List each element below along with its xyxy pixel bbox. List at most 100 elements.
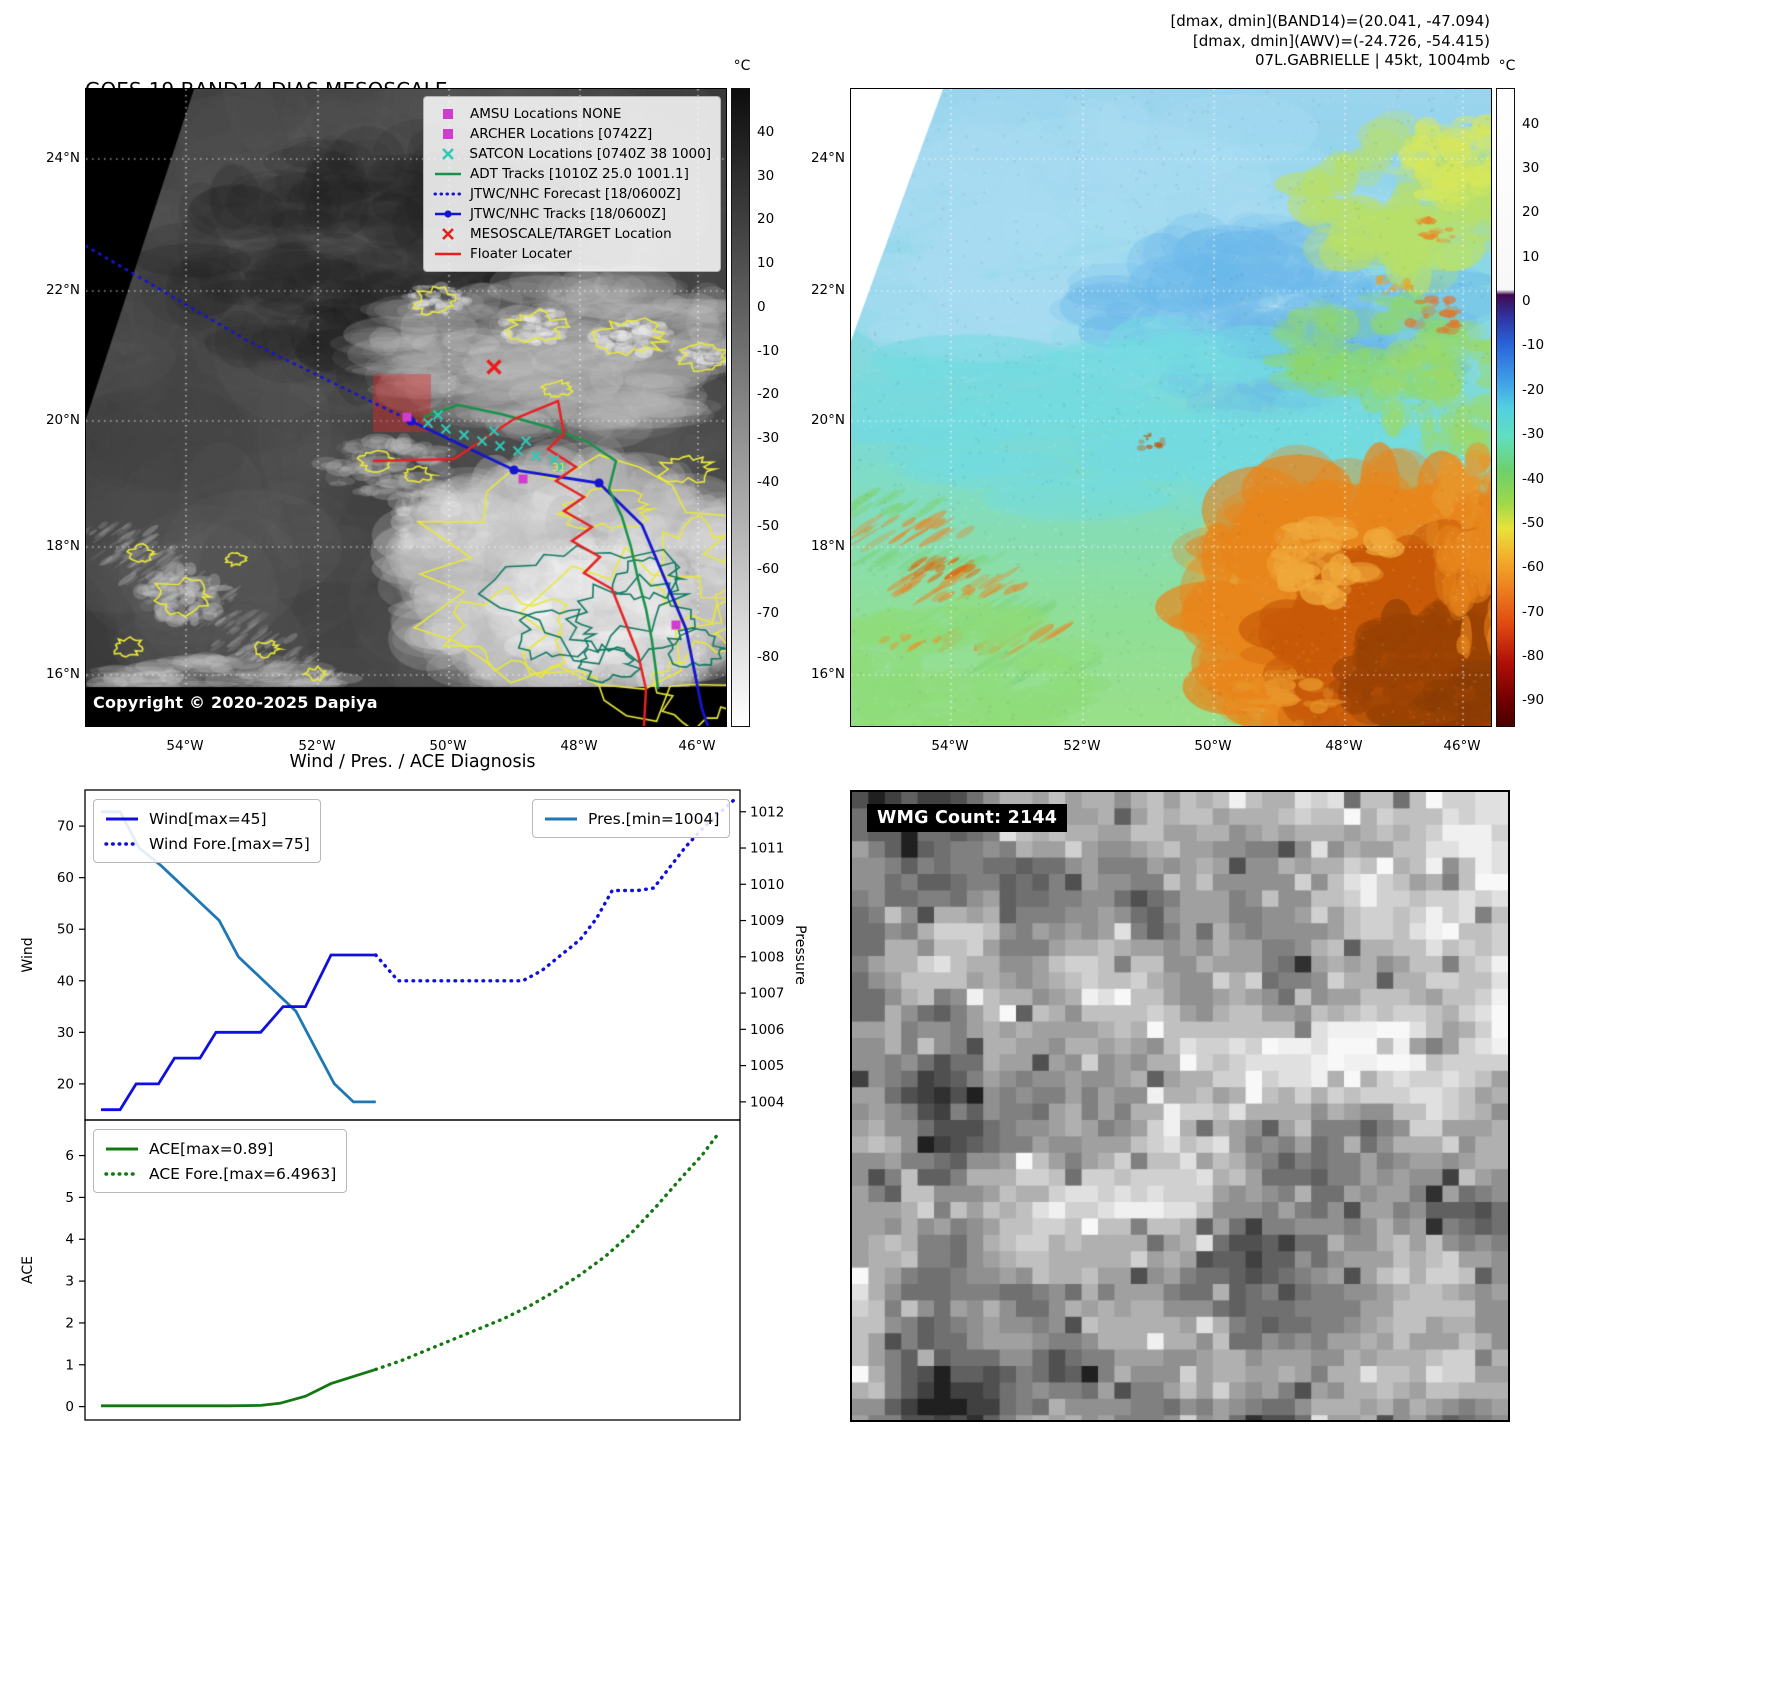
legend-row-label: MESOSCALE/TARGET Location bbox=[470, 226, 672, 242]
chart-legend-row: Wind[max=45] bbox=[104, 806, 310, 831]
colorbar-tick-label: -60 bbox=[1522, 559, 1545, 576]
lon-tick-label: 54°W bbox=[166, 738, 204, 754]
y-tick-label: 0 bbox=[65, 1399, 74, 1415]
band14-satellite-map: AMSU Locations NONE ARCHER Locations [074… bbox=[85, 88, 727, 727]
colorbar-tick-label: -50 bbox=[1522, 514, 1545, 531]
lat-tick-label: 16°N bbox=[45, 666, 80, 682]
legend-row-label: ARCHER Locations [0742Z] bbox=[470, 126, 653, 142]
dotted-line-legend-icon bbox=[104, 841, 140, 846]
y-tick-label: 40 bbox=[57, 973, 74, 989]
y-tick-label-right: 1012 bbox=[750, 804, 784, 820]
legend-row: AMSU Locations NONE bbox=[433, 104, 711, 124]
lat-tick-label: 22°N bbox=[810, 282, 845, 298]
legend-row: MESOSCALE/TARGET Location bbox=[433, 224, 711, 244]
dotted-line-legend-icon bbox=[104, 1171, 140, 1176]
series-ace-fore- bbox=[374, 1132, 720, 1372]
legend-row: JTWC/NHC Tracks [18/0600Z] bbox=[433, 204, 711, 224]
chart-legend-row: Wind Fore.[max=75] bbox=[104, 831, 310, 856]
colorbar-tick-label: -10 bbox=[757, 342, 780, 359]
colorbar-tick-label: -20 bbox=[1522, 381, 1545, 398]
lat-tick-label: 24°N bbox=[810, 150, 845, 166]
y-tick-label: 6 bbox=[65, 1148, 74, 1164]
lat-tick-label: 16°N bbox=[810, 666, 845, 682]
y-tick-label-right: 1007 bbox=[750, 986, 784, 1002]
dotted-legend-marker-icon bbox=[433, 192, 463, 196]
legend-row: ADT Tracks [1010Z 25.0 1001.1] bbox=[433, 164, 711, 184]
lon-tick-label: 50°W bbox=[429, 738, 467, 754]
band14-colorbar-unit: °C bbox=[733, 58, 751, 74]
series-ace bbox=[101, 1368, 377, 1408]
diagnosis-title: Wind / Pres. / ACE Diagnosis bbox=[289, 752, 536, 772]
y-tick-label-right: 1008 bbox=[750, 949, 784, 965]
colorbar-tick-label: -30 bbox=[1522, 426, 1545, 443]
lon-tick-label: 50°W bbox=[1194, 738, 1232, 754]
lon-tick-label: 46°W bbox=[678, 738, 716, 754]
y-axis-label: Wind bbox=[20, 937, 36, 972]
pressure-legend: Pres.[min=1004] bbox=[532, 799, 731, 838]
y-tick-label: 1 bbox=[65, 1357, 74, 1373]
legend-row-label: AMSU Locations NONE bbox=[470, 106, 622, 122]
y-tick-label-right: 1011 bbox=[750, 841, 784, 857]
legend-row-label: ADT Tracks [1010Z 25.0 1001.1] bbox=[470, 166, 689, 182]
lon-tick-label: 48°W bbox=[1325, 738, 1363, 754]
chart-legend-label: Wind Fore.[max=75] bbox=[149, 834, 310, 853]
awv-colorbar-unit: °C bbox=[1498, 58, 1516, 74]
legend-row-label: SATCON Locations [0740Z 38 1000] bbox=[469, 146, 711, 162]
x-legend-marker-icon bbox=[442, 228, 454, 240]
awv-satellite-image bbox=[851, 89, 1491, 726]
wmg-panel: WMG Count: 2144 bbox=[850, 790, 1510, 1422]
colorbar-tick-label: 20 bbox=[757, 211, 775, 228]
colorbar-tick-label: -70 bbox=[757, 605, 780, 622]
colorbar-tick-label: -80 bbox=[757, 648, 780, 665]
colorbar-tick-label: 0 bbox=[1522, 293, 1531, 309]
lat-tick-label: 24°N bbox=[45, 150, 80, 166]
colorbar-tick-label: 0 bbox=[757, 298, 766, 315]
legend-row-label: JTWC/NHC Forecast [18/0600Z] bbox=[470, 186, 681, 202]
chart-legend-label: ACE[max=0.89] bbox=[149, 1139, 274, 1158]
y-tick-label: 20 bbox=[57, 1076, 74, 1092]
colorbar-tick-label: -40 bbox=[1522, 470, 1545, 487]
colorbar-tick-label: 10 bbox=[1522, 248, 1540, 265]
chart-legend-row: ACE Fore.[max=6.4963] bbox=[104, 1161, 336, 1186]
chart-legend-row: ACE[max=0.89] bbox=[104, 1136, 336, 1161]
lon-tick-label: 52°W bbox=[298, 738, 336, 754]
y-tick-label-right: 1009 bbox=[750, 913, 784, 929]
colorbar-tick-label: -90 bbox=[1522, 692, 1545, 709]
line-legend-marker-icon bbox=[435, 172, 461, 176]
colorbar-tick-label: -80 bbox=[1522, 648, 1545, 664]
colorbar-tick-label: 10 bbox=[757, 255, 775, 272]
band14-colorbar bbox=[731, 88, 750, 727]
y-axis-label-right: Pressure bbox=[792, 925, 808, 985]
y-tick-label: 70 bbox=[57, 819, 74, 835]
y-tick-label: 60 bbox=[57, 870, 74, 886]
colorbar-tick-label: 20 bbox=[1522, 204, 1540, 221]
legend-row: Floater Locater bbox=[433, 244, 711, 264]
y-tick-label-right: 1006 bbox=[750, 1022, 784, 1038]
y-tick-label-right: 1004 bbox=[750, 1094, 784, 1110]
lon-tick-label: 52°W bbox=[1063, 738, 1101, 754]
awv-title: [dmax, dmin](BAND14)=(20.041, -47.094) [… bbox=[900, 12, 1490, 71]
series-wind-fore- bbox=[374, 798, 736, 983]
chart-legend-label: ACE Fore.[max=6.4963] bbox=[149, 1164, 337, 1183]
y-tick-label-right: 1010 bbox=[750, 877, 784, 893]
legend-row-label: Floater Locater bbox=[470, 246, 572, 262]
lat-tick-label: 18°N bbox=[45, 538, 80, 554]
y-tick-label: 30 bbox=[57, 1025, 74, 1041]
line-dot-legend-marker-icon bbox=[435, 210, 461, 218]
lat-tick-label: 20°N bbox=[810, 412, 845, 428]
solid-line-legend-icon bbox=[106, 1147, 138, 1150]
lon-tick-label: 54°W bbox=[931, 738, 969, 754]
legend-row: JTWC/NHC Forecast [18/0600Z] bbox=[433, 184, 711, 204]
colorbar-tick-label: -20 bbox=[757, 386, 780, 403]
y-tick-label: 3 bbox=[65, 1274, 74, 1290]
wind-legend: Wind[max=45] Wind Fore.[max=75] bbox=[93, 799, 321, 863]
solid-line-legend-icon bbox=[545, 817, 577, 820]
lon-tick-label: 46°W bbox=[1443, 738, 1481, 754]
lon-tick-label: 48°W bbox=[560, 738, 598, 754]
square-legend-marker-icon bbox=[443, 109, 453, 119]
colorbar-tick-label: -30 bbox=[757, 430, 780, 447]
awv-title-line3: 07L.GABRIELLE | 45kt, 1004mb bbox=[1255, 51, 1490, 69]
copyright-text: Copyright © 2020-2025 Dapiya bbox=[93, 693, 378, 712]
map-legend: AMSU Locations NONE ARCHER Locations [074… bbox=[423, 96, 721, 272]
